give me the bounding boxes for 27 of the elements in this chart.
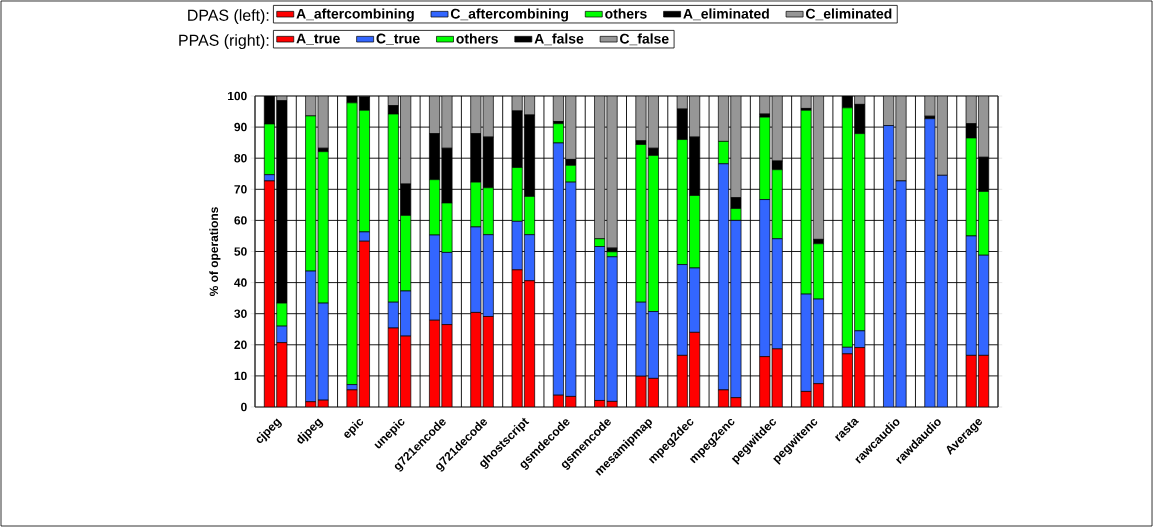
y-tick-label: 20 [234, 340, 247, 350]
legend-label: A_aftercombining [296, 8, 414, 22]
y-tick-label: 90 [234, 122, 247, 132]
y-tick-label: 100 [228, 91, 247, 101]
legend-label: C_false [620, 33, 669, 46]
y-tick-label: 40 [234, 278, 247, 287]
y-tick-label: 0 [241, 402, 247, 412]
y-tick-label: 50 [234, 247, 247, 256]
y-axis-title: % of operations [209, 207, 221, 297]
bar [718, 141, 730, 165]
legend-label: A_false [534, 33, 584, 46]
y-tick-label: 60 [234, 216, 247, 225]
legend-label: others [605, 8, 647, 19]
legend-label: C_true [376, 33, 420, 46]
bar [895, 96, 907, 182]
legend-label: A_true [296, 33, 340, 45]
legend-label: others [456, 33, 498, 44]
legend-label: C_eliminated [806, 8, 892, 21]
text: PPAS (right): [179, 34, 269, 50]
legend-label: A_eliminated [683, 8, 769, 21]
legend-label: C_aftercombining [450, 8, 568, 22]
y-tick-label: 30 [234, 309, 247, 318]
y-tick-label: 10 [234, 371, 247, 381]
text: DPAS (left): [188, 9, 269, 25]
y-tick-label: 70 [234, 185, 247, 194]
y-tick-label: 80 [234, 153, 247, 163]
x-tick-label: epic [344, 419, 364, 438]
